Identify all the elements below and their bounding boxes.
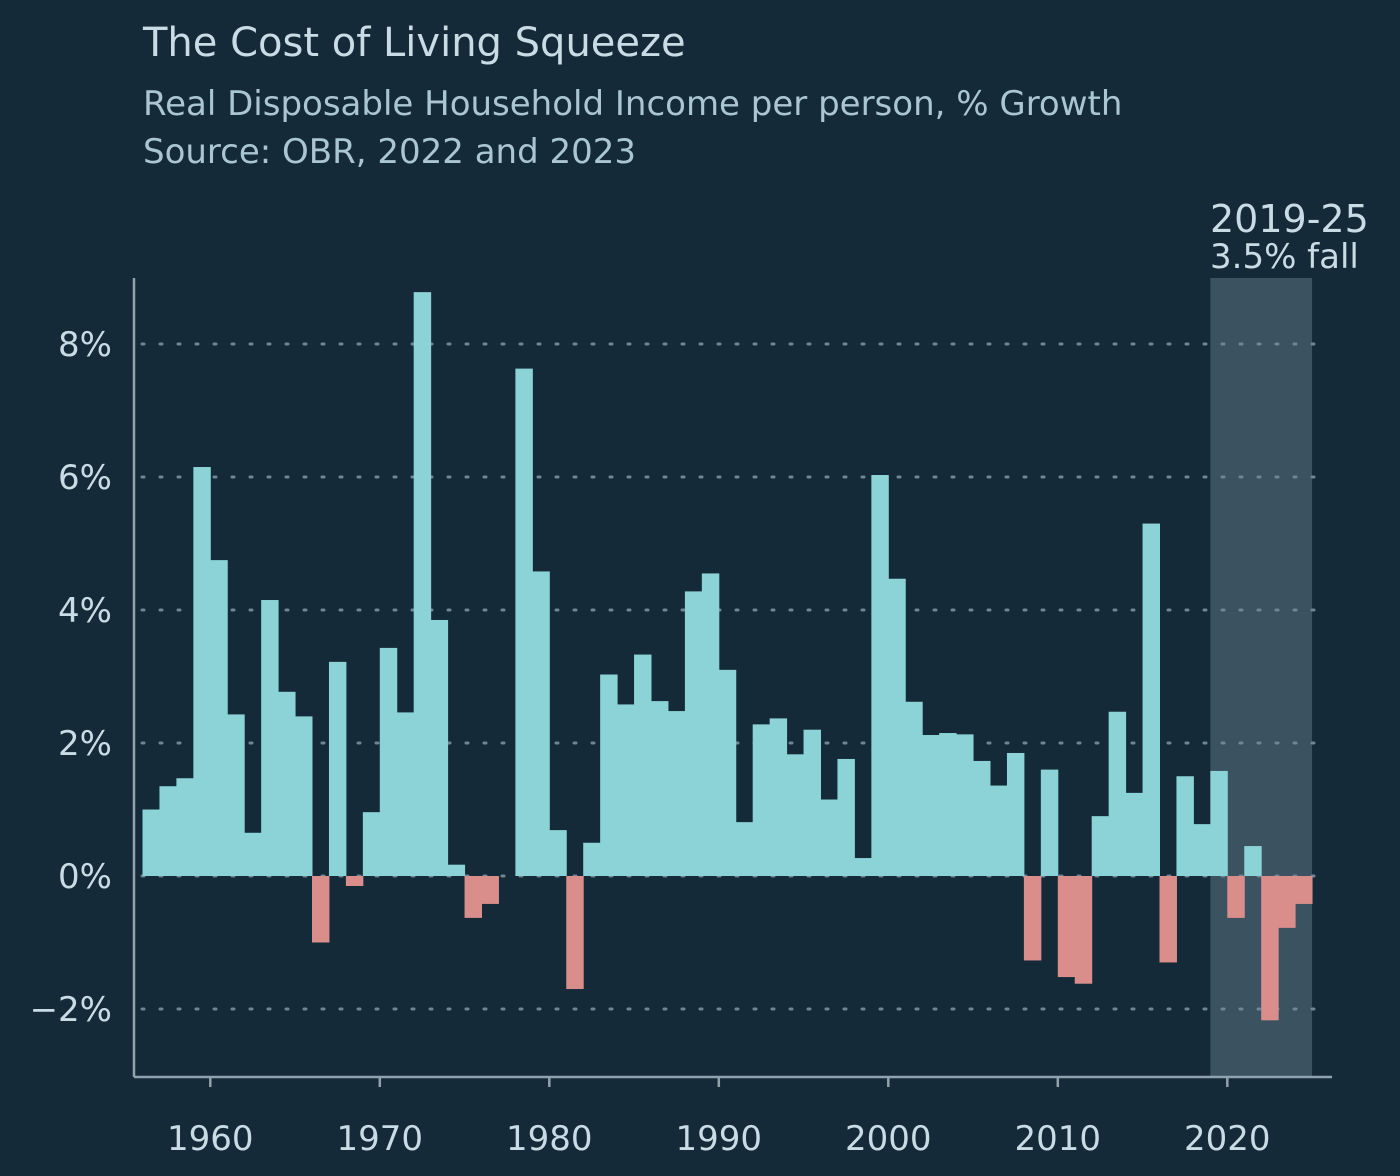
chart-title: The Cost of Living Squeeze bbox=[143, 20, 686, 66]
bar-2011 bbox=[1074, 876, 1093, 984]
labels-layer: −2% 0% 2% 4% 6% 8% 1960 1970 1980 1990 2000 2010 202… bbox=[30, 197, 1369, 1159]
bar-1998 bbox=[854, 858, 872, 876]
bar-1956 bbox=[142, 809, 160, 876]
bar-1989 bbox=[701, 573, 720, 876]
bar-1959 bbox=[193, 467, 211, 876]
bar-2007 bbox=[1006, 752, 1025, 876]
bar-2013 bbox=[1108, 711, 1127, 876]
bar-1962 bbox=[244, 832, 262, 876]
bar-2009 bbox=[1040, 769, 1059, 876]
x-tick-label-2020: 2020 bbox=[1184, 1119, 1271, 1159]
bar-2014 bbox=[1125, 792, 1144, 876]
bar-2020 bbox=[1227, 876, 1245, 918]
bar-1988 bbox=[684, 591, 703, 876]
highlight-label-period: 2019-25 bbox=[1210, 197, 1369, 241]
bar-1979 bbox=[532, 571, 550, 876]
bar-1970 bbox=[379, 647, 398, 876]
axes-layer bbox=[132, 278, 1332, 1087]
bar-1997 bbox=[837, 758, 855, 876]
bar-1975 bbox=[464, 876, 482, 918]
bar-1981 bbox=[566, 876, 584, 990]
bar-1963 bbox=[261, 600, 279, 876]
bar-1973 bbox=[430, 619, 449, 876]
bar-1974 bbox=[447, 864, 466, 876]
chart-source: Source: OBR, 2022 and 2023 bbox=[143, 132, 636, 172]
bar-2012 bbox=[1091, 816, 1110, 876]
highlight-label-fall: 3.5% fall bbox=[1210, 237, 1359, 277]
y-tick-label-0: −2% bbox=[30, 990, 112, 1030]
y-tick-label-1: 0% bbox=[58, 857, 112, 897]
bar-1996 bbox=[820, 799, 838, 876]
x-tick-label-1990: 1990 bbox=[676, 1119, 763, 1159]
y-tick-label-2: 2% bbox=[58, 724, 112, 764]
bar-2024 bbox=[1295, 876, 1313, 904]
y-tick-label-4: 6% bbox=[58, 458, 112, 498]
bar-2000 bbox=[888, 578, 906, 876]
bar-1964 bbox=[278, 691, 296, 876]
bar-1999 bbox=[871, 475, 889, 876]
x-tick-label-2010: 2010 bbox=[1015, 1119, 1102, 1159]
bar-1969 bbox=[362, 812, 381, 876]
bar-1985 bbox=[634, 654, 652, 876]
chart-subtitle: Real Disposable Household Income per per… bbox=[143, 84, 1123, 124]
bar-2017 bbox=[1176, 776, 1194, 876]
bar-1990 bbox=[718, 669, 737, 876]
bar-2008 bbox=[1023, 876, 1042, 961]
bar-2018 bbox=[1193, 824, 1211, 876]
bar-2003 bbox=[939, 733, 957, 876]
bar-1994 bbox=[786, 754, 805, 876]
bar-2015 bbox=[1142, 523, 1160, 876]
bar-1995 bbox=[803, 729, 821, 876]
bar-2010 bbox=[1057, 876, 1076, 978]
bars-layer bbox=[142, 292, 1313, 1021]
bar-1971 bbox=[396, 712, 415, 876]
bar-1993 bbox=[769, 718, 788, 876]
y-tick-label-5: 8% bbox=[58, 325, 112, 365]
bar-2001 bbox=[905, 701, 923, 876]
bar-2016 bbox=[1159, 876, 1177, 963]
y-tick-label-3: 4% bbox=[58, 591, 112, 631]
x-tick-label-1970: 1970 bbox=[337, 1119, 424, 1159]
x-tick-label-2000: 2000 bbox=[845, 1119, 932, 1159]
bar-1965 bbox=[295, 716, 313, 876]
x-tick-label-1960: 1960 bbox=[167, 1119, 254, 1159]
bar-1957 bbox=[159, 786, 177, 876]
bar-1966 bbox=[312, 876, 330, 943]
bar-2004 bbox=[956, 734, 974, 876]
bar-1982 bbox=[583, 842, 601, 876]
bar-1972 bbox=[413, 292, 432, 876]
bar-1968 bbox=[345, 876, 364, 886]
bar-1984 bbox=[617, 704, 635, 876]
bar-2019 bbox=[1210, 770, 1228, 876]
bar-1980 bbox=[549, 830, 567, 876]
bar-2021 bbox=[1244, 846, 1262, 876]
bar-1960 bbox=[210, 560, 228, 876]
bar-1987 bbox=[667, 711, 686, 876]
bar-2002 bbox=[922, 735, 940, 876]
bar-2005 bbox=[973, 760, 991, 876]
bar-1991 bbox=[735, 822, 754, 876]
bar-1967 bbox=[328, 661, 347, 876]
bar-1978 bbox=[515, 368, 533, 876]
bar-1958 bbox=[176, 778, 194, 876]
bar-1983 bbox=[600, 674, 618, 876]
bar-1976 bbox=[481, 876, 499, 904]
bar-1986 bbox=[651, 701, 669, 876]
bar-1961 bbox=[227, 714, 245, 876]
bar-2022 bbox=[1261, 876, 1279, 1021]
bar-1992 bbox=[752, 724, 771, 876]
bar-2023 bbox=[1278, 876, 1296, 928]
bar-2006 bbox=[990, 785, 1008, 876]
x-tick-label-1980: 1980 bbox=[506, 1119, 593, 1159]
